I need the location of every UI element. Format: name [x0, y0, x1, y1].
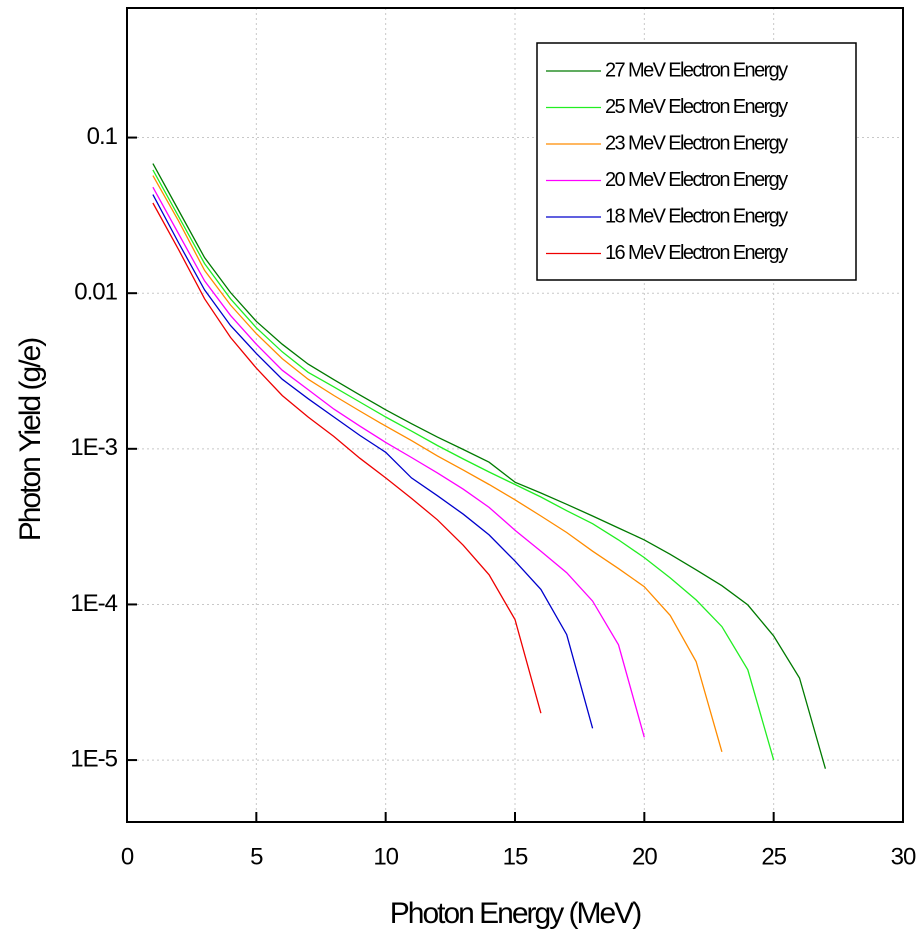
legend-box — [536, 42, 857, 281]
x-tick-label: 25 — [761, 843, 786, 870]
x-tick-label: 20 — [632, 843, 657, 870]
y-axis-title: Photon Yield (g/e) — [14, 338, 47, 542]
x-tick-label: 0 — [121, 843, 134, 870]
y-tick-label: 0.01 — [74, 279, 117, 306]
series-line — [152, 163, 827, 769]
legend-label: 23 MeV Electron Energy — [605, 132, 788, 154]
legend-label: 20 MeV Electron Energy — [605, 169, 788, 191]
series-line — [152, 194, 594, 729]
series-line — [152, 175, 723, 752]
series-line — [152, 186, 645, 738]
legend-label: 18 MeV Electron Energy — [605, 205, 788, 227]
x-tick-label: 15 — [503, 843, 528, 870]
legend-label: 27 MeV Electron Energy — [605, 59, 788, 81]
x-axis-title: Photon Energy (MeV) — [390, 897, 641, 930]
y-tick-label: 1E-4 — [70, 590, 117, 617]
legend-label: 25 MeV Electron Energy — [605, 96, 788, 118]
series-line — [152, 169, 775, 761]
x-tick-label: 30 — [891, 843, 916, 870]
y-tick-label: 1E-5 — [70, 745, 117, 772]
legend-label: 16 MeV Electron Energy — [605, 242, 788, 264]
x-tick-label: 5 — [250, 843, 263, 870]
series-line — [152, 202, 542, 714]
y-tick-label: 1E-3 — [70, 434, 117, 461]
x-tick-label: 10 — [373, 843, 398, 870]
y-tick-label: 0.1 — [87, 123, 118, 150]
plot-frame — [126, 7, 904, 823]
